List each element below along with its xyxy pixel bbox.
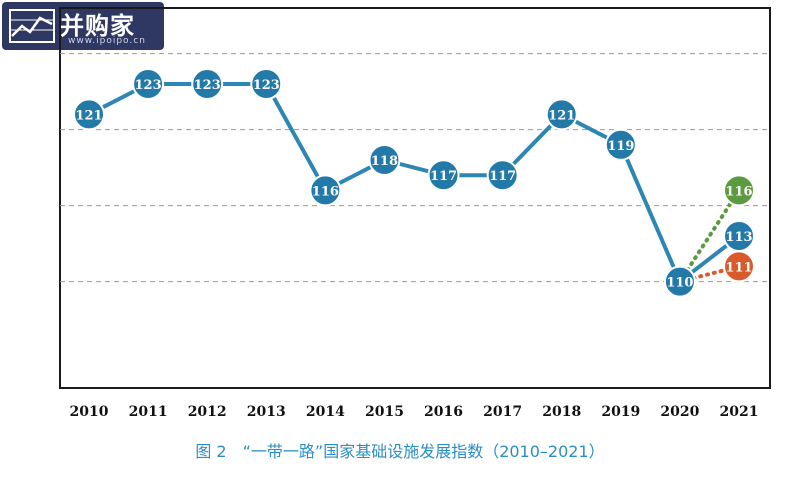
- x-tick-label: 2014: [306, 404, 345, 420]
- data-label: 116: [725, 184, 752, 199]
- x-tick-label: 2013: [247, 404, 286, 420]
- data-point: [427, 159, 460, 192]
- x-tick-label: 2017: [483, 404, 522, 420]
- projection-point: [723, 250, 755, 283]
- x-tick-label: 2016: [424, 404, 463, 420]
- data-point: [368, 144, 401, 176]
- data-point: [191, 68, 224, 100]
- data-label: 110: [666, 276, 693, 291]
- watermark-url: www.ipoipo.cn: [68, 36, 146, 46]
- data-point: [309, 174, 342, 207]
- data-label: 118: [371, 154, 398, 169]
- watermark-logo: 并购家 www.ipoipo.cn: [2, 2, 164, 50]
- data-point: [604, 128, 637, 161]
- x-tick-label: 2010: [70, 404, 109, 420]
- bar-chart-icon: [9, 9, 55, 43]
- plot-frame: [59, 7, 771, 389]
- data-label: 123: [253, 78, 280, 93]
- data-label: 119: [607, 139, 634, 154]
- data-point: [663, 265, 696, 298]
- projection-line-high: [677, 188, 741, 284]
- data-label: 116: [312, 184, 339, 199]
- data-point: [132, 68, 165, 100]
- x-tick-label: 2020: [660, 404, 699, 420]
- x-tick-label: 2015: [365, 404, 404, 420]
- x-tick-label: 2018: [542, 404, 581, 420]
- data-label: 121: [548, 108, 575, 123]
- data-point: [73, 98, 105, 131]
- x-tick-label: 2019: [601, 404, 640, 420]
- projection-point: [723, 174, 755, 207]
- data-point: [545, 98, 578, 131]
- data-label: 121: [75, 108, 102, 123]
- data-label: 113: [725, 230, 752, 245]
- x-tick-label: 2021: [720, 404, 759, 420]
- data-point: [486, 159, 519, 192]
- data-label: 123: [194, 78, 221, 93]
- data-point: [250, 68, 283, 100]
- figure-caption: 图 2 “一带一路”国家基础设施发展指数（2010–2021）: [195, 442, 605, 461]
- watermark-title: 并购家: [60, 12, 135, 40]
- x-tick-label: 2011: [129, 404, 168, 420]
- series-line: [88, 82, 741, 284]
- data-label: 117: [489, 169, 516, 184]
- data-label: 117: [430, 169, 457, 184]
- x-tick-label: 2012: [188, 404, 227, 420]
- data-label: 111: [725, 260, 752, 275]
- data-label: 123: [135, 78, 162, 93]
